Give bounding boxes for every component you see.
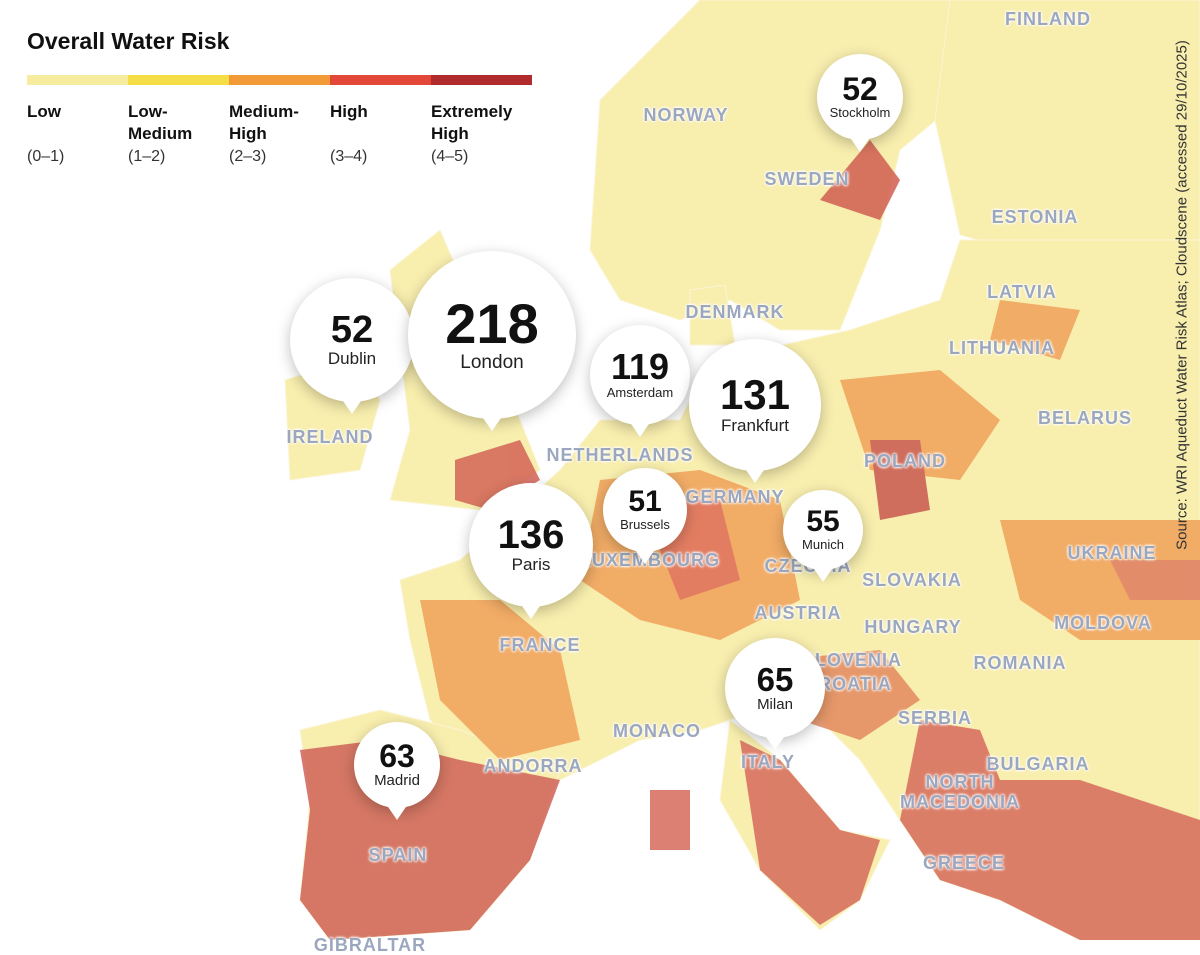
legend-label: High — [330, 102, 368, 121]
marker-frankfurt[interactable]: 131 Frankfurt — [689, 339, 821, 471]
legend-item: Medium- High (2–3) — [229, 101, 330, 168]
marker-stockholm[interactable]: 52 Stockholm — [817, 54, 903, 140]
legend-label: Extremely High — [431, 102, 513, 143]
data-center-count: 136 — [497, 512, 565, 557]
country-label-hungary: HUNGARY — [864, 617, 962, 637]
country-label-spain: SPAIN — [368, 845, 428, 865]
marker-bubble[interactable]: 136 Paris — [469, 483, 593, 607]
country-label-romania: ROMANIA — [973, 653, 1067, 673]
legend-label: Medium- High — [229, 102, 299, 143]
country-label-bulgaria: BULGARIA — [986, 754, 1090, 774]
country-label-denmark: DENMARK — [685, 302, 785, 322]
country-label-france: FRANCE — [499, 635, 581, 655]
country-label-estonia: ESTONIA — [991, 207, 1079, 227]
marker-bubble[interactable]: 52 Dublin — [290, 278, 414, 402]
country-label-norway: NORWAY — [643, 105, 729, 125]
country-label-netherlands: NETHERLANDS — [546, 445, 694, 465]
marker-madrid[interactable]: 63 Madrid — [354, 722, 440, 808]
city-name: Madrid — [374, 772, 420, 789]
country-label-austria: AUSTRIA — [754, 603, 842, 623]
marker-bubble[interactable]: 119 Amsterdam — [590, 325, 690, 425]
country-label-ireland: IRELAND — [286, 427, 374, 447]
legend-item: Low- Medium (1–2) — [128, 101, 229, 168]
marker-milan[interactable]: 65 Milan — [725, 638, 825, 738]
country-label-greece: GREECE — [922, 853, 1006, 873]
source-note: Source: WRI Aqueduct Water Risk Atlas; C… — [1173, 40, 1191, 550]
country-label-finland: FINLAND — [1005, 9, 1091, 29]
country-label-moldova: MOLDOVA — [1054, 613, 1152, 633]
legend-color-bar — [27, 75, 532, 85]
data-center-count: 218 — [445, 291, 539, 355]
marker-bubble[interactable]: 63 Madrid — [354, 722, 440, 808]
legend-range: (3–4) — [330, 148, 368, 165]
country-label-latvia: LATVIA — [987, 282, 1057, 302]
legend: Overall Water Risk Low (0–1) Low- Medium (… — [27, 28, 532, 168]
marker-london[interactable]: 218 London — [408, 251, 576, 419]
city-name: Frankfurt — [720, 415, 790, 435]
legend-swatch-low — [27, 75, 128, 85]
country-label-italy: ITALY — [740, 752, 796, 772]
city-name: Munich — [802, 537, 844, 553]
country-label-andorra: ANDORRA — [483, 756, 583, 776]
legend-title: Overall Water Risk — [27, 28, 230, 54]
data-center-count: 131 — [719, 370, 791, 418]
marker-bubble[interactable]: 65 Milan — [725, 638, 825, 738]
data-center-count: 63 — [379, 738, 415, 774]
country-label-monaco: MONACO — [613, 721, 701, 741]
country-label-poland: POLAND — [864, 451, 946, 471]
country-label-gibraltar: GIBRALTAR — [313, 935, 427, 955]
legend-range: (0–1) — [27, 148, 65, 165]
marker-bubble[interactable]: 131 Frankfurt — [689, 339, 821, 471]
country-label-north-macedonia: NORTH MACEDONIA — [900, 772, 1020, 812]
marker-amsterdam[interactable]: 119 Amsterdam — [590, 325, 690, 425]
legend-item: Low (0–1) — [27, 101, 128, 168]
marker-bubble[interactable]: 218 London — [408, 251, 576, 419]
country-label-slovenia: SLOVENIA — [801, 650, 903, 670]
legend-item: Extremely High (4–5) — [431, 101, 532, 168]
legend-swatch-extremely-high — [431, 75, 532, 85]
country-label-belarus: BELARUS — [1037, 408, 1133, 428]
marker-bubble[interactable]: 52 Stockholm — [817, 54, 903, 140]
country-label-croatia: CROATIA — [804, 674, 892, 694]
data-center-count: 52 — [842, 71, 878, 108]
city-name: Dublin — [327, 348, 377, 368]
legend-range: (1–2) — [128, 148, 166, 165]
city-name: Paris — [511, 554, 551, 574]
country-label-lithuania: LITHUANIA — [949, 338, 1055, 358]
legend-swatch-low-medium — [128, 75, 229, 85]
country-label-serbia: SERBIA — [897, 708, 973, 728]
data-center-count: 119 — [610, 346, 670, 388]
legend-swatch-medium-high — [229, 75, 330, 85]
legend-label: Low — [27, 102, 61, 121]
city-name: London — [460, 351, 524, 373]
marker-brussels[interactable]: 51 Brussels — [603, 468, 687, 552]
city-name: Milan — [757, 695, 793, 713]
marker-dublin[interactable]: 52 Dublin — [290, 278, 414, 402]
legend-range: (4–5) — [431, 148, 469, 165]
data-center-count: 52 — [330, 308, 374, 351]
land-scandinavia — [589, 0, 1001, 331]
city-name: Stockholm — [829, 105, 891, 121]
marker-munich[interactable]: 55 Munich — [783, 490, 863, 570]
city-name: Amsterdam — [606, 385, 674, 401]
data-center-count: 51 — [628, 485, 662, 519]
country-label-sweden: SWEDEN — [764, 169, 850, 189]
marker-paris[interactable]: 136 Paris — [469, 483, 593, 607]
city-name: Brussels — [620, 517, 670, 533]
legend-label: Low- Medium — [128, 102, 193, 143]
legend-item: High (3–4) — [330, 101, 431, 168]
marker-bubble[interactable]: 51 Brussels — [603, 468, 687, 552]
data-center-count: 55 — [806, 505, 840, 539]
marker-bubble[interactable]: 55 Munich — [783, 490, 863, 570]
legend-range: (2–3) — [229, 148, 267, 165]
country-label-germany: GERMANY — [685, 487, 785, 507]
legend-swatch-high — [330, 75, 431, 85]
country-label-slovakia: SLOVAKIA — [862, 570, 962, 590]
country-label-ukraine: UKRAINE — [1067, 543, 1157, 563]
data-center-count: 65 — [756, 660, 794, 698]
